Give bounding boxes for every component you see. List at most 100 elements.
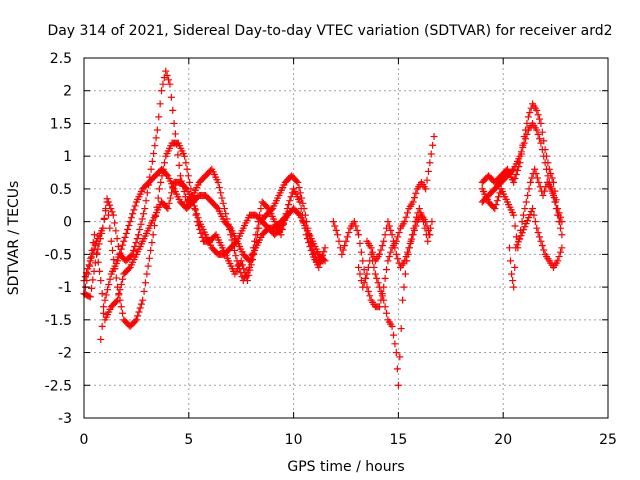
data-point <box>276 225 284 233</box>
data-point <box>523 217 531 225</box>
data-point <box>232 252 240 260</box>
data-point <box>514 238 522 246</box>
data-point <box>558 231 566 239</box>
data-point <box>401 257 409 265</box>
data-point <box>86 293 94 301</box>
data-point <box>157 178 165 186</box>
data-point <box>385 253 393 261</box>
data-point <box>166 194 174 202</box>
data-point <box>378 292 386 300</box>
data-point <box>493 197 501 205</box>
data-point <box>257 205 265 213</box>
data-point <box>422 185 430 193</box>
data-point <box>422 218 430 226</box>
series-track-3 <box>80 178 329 324</box>
data-point <box>287 193 295 201</box>
data-point <box>133 235 141 243</box>
data-point <box>522 198 530 206</box>
data-point <box>377 246 385 254</box>
data-point <box>508 270 516 278</box>
data-point <box>520 226 528 234</box>
data-point <box>137 220 145 228</box>
data-point <box>391 244 399 252</box>
data-point <box>555 253 563 261</box>
x-tick-label: 0 <box>80 432 89 448</box>
data-point <box>315 263 323 271</box>
data-point <box>119 275 127 283</box>
data-point <box>110 256 118 264</box>
y-tick-label: -1.5 <box>45 313 72 329</box>
data-point <box>401 218 409 226</box>
data-point <box>218 194 226 202</box>
data-point <box>512 171 520 179</box>
data-point <box>350 218 358 226</box>
y-tick-label: -3 <box>58 411 72 427</box>
data-point <box>533 126 541 134</box>
x-axis-label: GPS time / hours <box>287 459 404 475</box>
data-point <box>424 167 432 175</box>
data-point <box>166 80 174 88</box>
data-point <box>182 159 190 167</box>
data-point <box>170 119 178 127</box>
data-point <box>370 263 378 271</box>
data-point <box>132 239 140 247</box>
data-point <box>364 287 372 295</box>
data-point <box>155 185 163 193</box>
y-tick-label: -2 <box>58 346 72 362</box>
data-point <box>296 198 304 206</box>
data-point <box>380 237 388 245</box>
data-point <box>98 322 106 330</box>
data-point <box>339 246 347 254</box>
data-point <box>225 223 233 231</box>
data-point <box>511 263 519 271</box>
data-point <box>237 257 245 265</box>
data-point <box>175 161 183 169</box>
data-point <box>148 239 156 247</box>
data-point <box>390 331 398 339</box>
data-point <box>117 303 125 311</box>
data-point <box>530 211 538 219</box>
data-point <box>145 254 153 262</box>
data-point <box>517 232 525 240</box>
data-point <box>553 205 561 213</box>
data-point <box>163 71 171 79</box>
data-point <box>356 270 364 278</box>
data-point <box>102 207 110 215</box>
data-point <box>355 263 363 271</box>
data-point <box>241 269 249 277</box>
data-point <box>295 210 303 218</box>
y-tick-label: 1.5 <box>50 116 72 132</box>
data-point <box>384 218 392 226</box>
data-point <box>396 353 404 361</box>
x-tick-label: 25 <box>599 432 617 448</box>
data-point <box>366 292 374 300</box>
series-track-10 <box>478 165 564 252</box>
data-point <box>519 211 527 219</box>
data-point <box>544 172 552 180</box>
data-point <box>532 170 540 178</box>
data-point <box>147 165 155 173</box>
data-point <box>331 222 339 230</box>
data-point <box>120 237 128 245</box>
data-point <box>400 283 408 291</box>
data-point <box>147 246 155 254</box>
data-point <box>136 225 144 233</box>
data-point <box>99 224 107 232</box>
data-point <box>403 248 411 256</box>
series-track-11 <box>505 205 566 291</box>
data-point <box>84 270 92 278</box>
data-point <box>548 174 556 182</box>
data-point <box>97 335 105 343</box>
data-point <box>113 235 121 243</box>
data-point <box>520 139 528 147</box>
data-point <box>405 244 413 252</box>
data-point <box>103 286 111 294</box>
data-point <box>511 222 519 230</box>
series-track-1 <box>80 67 329 301</box>
data-point <box>151 142 159 150</box>
data-point <box>148 157 156 165</box>
data-point <box>533 106 541 114</box>
data-point <box>126 218 134 226</box>
data-point <box>100 303 108 311</box>
